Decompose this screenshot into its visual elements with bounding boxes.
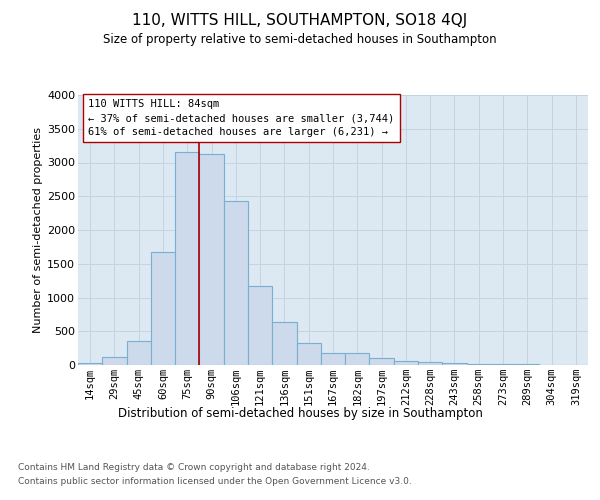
Bar bbox=[248, 286, 272, 365]
Bar bbox=[467, 364, 491, 365]
Text: Distribution of semi-detached houses by size in Southampton: Distribution of semi-detached houses by … bbox=[118, 408, 482, 420]
Bar bbox=[272, 322, 296, 365]
Text: 110 WITTS HILL: 84sqm
← 37% of semi-detached houses are smaller (3,744)
61% of s: 110 WITTS HILL: 84sqm ← 37% of semi-deta… bbox=[88, 99, 394, 137]
Bar bbox=[102, 357, 127, 365]
Bar bbox=[321, 352, 345, 365]
Bar bbox=[491, 364, 515, 365]
Bar bbox=[515, 364, 539, 365]
Bar bbox=[370, 358, 394, 365]
Bar bbox=[442, 362, 467, 365]
Bar bbox=[296, 342, 321, 365]
Bar bbox=[394, 360, 418, 365]
Text: Size of property relative to semi-detached houses in Southampton: Size of property relative to semi-detach… bbox=[103, 32, 497, 46]
Bar bbox=[199, 154, 224, 365]
Bar bbox=[127, 340, 151, 365]
Text: 110, WITTS HILL, SOUTHAMPTON, SO18 4QJ: 110, WITTS HILL, SOUTHAMPTON, SO18 4QJ bbox=[133, 12, 467, 28]
Text: Contains HM Land Registry data © Crown copyright and database right 2024.: Contains HM Land Registry data © Crown c… bbox=[18, 462, 370, 471]
Bar bbox=[418, 362, 442, 365]
Bar bbox=[175, 152, 199, 365]
Bar bbox=[345, 353, 370, 365]
Bar bbox=[151, 252, 175, 365]
Y-axis label: Number of semi-detached properties: Number of semi-detached properties bbox=[33, 127, 43, 333]
Bar bbox=[224, 201, 248, 365]
Bar bbox=[78, 364, 102, 365]
Text: Contains public sector information licensed under the Open Government Licence v3: Contains public sector information licen… bbox=[18, 478, 412, 486]
